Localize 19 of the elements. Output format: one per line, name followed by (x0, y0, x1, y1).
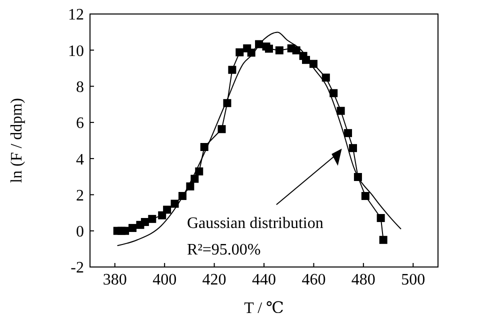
y-tick-label: 0 (76, 224, 84, 241)
y-tick-label: 10 (68, 42, 84, 60)
y-tick-label: 2 (76, 187, 84, 204)
x-tick-label: 440 (252, 271, 276, 288)
y-tick-label: 8 (76, 78, 84, 96)
y-axis-title: ln (F / ddpm) (8, 98, 26, 183)
x-tick-label: 460 (302, 271, 326, 288)
y-tick-label: 6 (76, 115, 84, 132)
x-tick-label: 380 (102, 271, 127, 288)
annotation: Gaussian distribution (186, 215, 324, 232)
x-tick-label: 480 (351, 271, 376, 288)
x-tick-label: 420 (202, 271, 226, 288)
y-tick-label: 12 (68, 6, 84, 24)
y-tick-label: -2 (70, 260, 84, 277)
x-tick-label: 500 (401, 271, 426, 288)
y-tick-label: 4 (76, 151, 84, 168)
annotation: R²=95.00% (186, 241, 261, 258)
x-tick-label: 400 (152, 271, 177, 288)
x-axis-title: T / ℃ (244, 300, 284, 317)
